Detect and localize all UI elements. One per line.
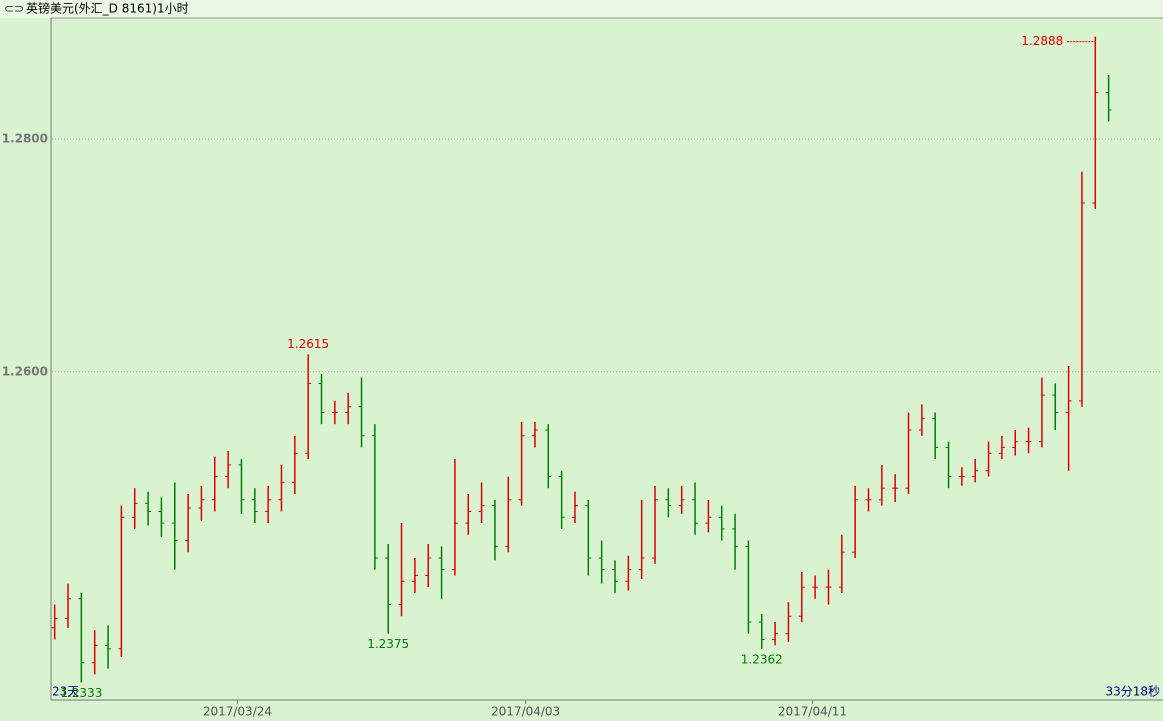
x-tick-label: 2017/03/24 — [203, 705, 272, 719]
x-tick-label: 2017/04/03 — [491, 705, 560, 719]
y-tick-label: 1.2600 — [2, 364, 48, 378]
title-bar — [0, 0, 1163, 18]
min-label: 1.2375 — [367, 637, 409, 651]
x-tick-label: 2017/04/11 — [778, 705, 847, 719]
left-note: 23天 — [52, 685, 79, 699]
max-label: 1.2888 — [1021, 34, 1063, 48]
title-icon: ⊂⊃ — [4, 2, 24, 16]
chart-title: 英镑美元(外汇_D 8161)1小时 — [26, 1, 189, 16]
min-label: 1.2362 — [741, 652, 783, 666]
y-tick-label: 1.2800 — [2, 132, 48, 146]
max-label: 1.2615 — [287, 337, 329, 351]
right-note: 33分18秒 — [1105, 685, 1160, 699]
min-label: 1.2333 — [60, 686, 102, 700]
